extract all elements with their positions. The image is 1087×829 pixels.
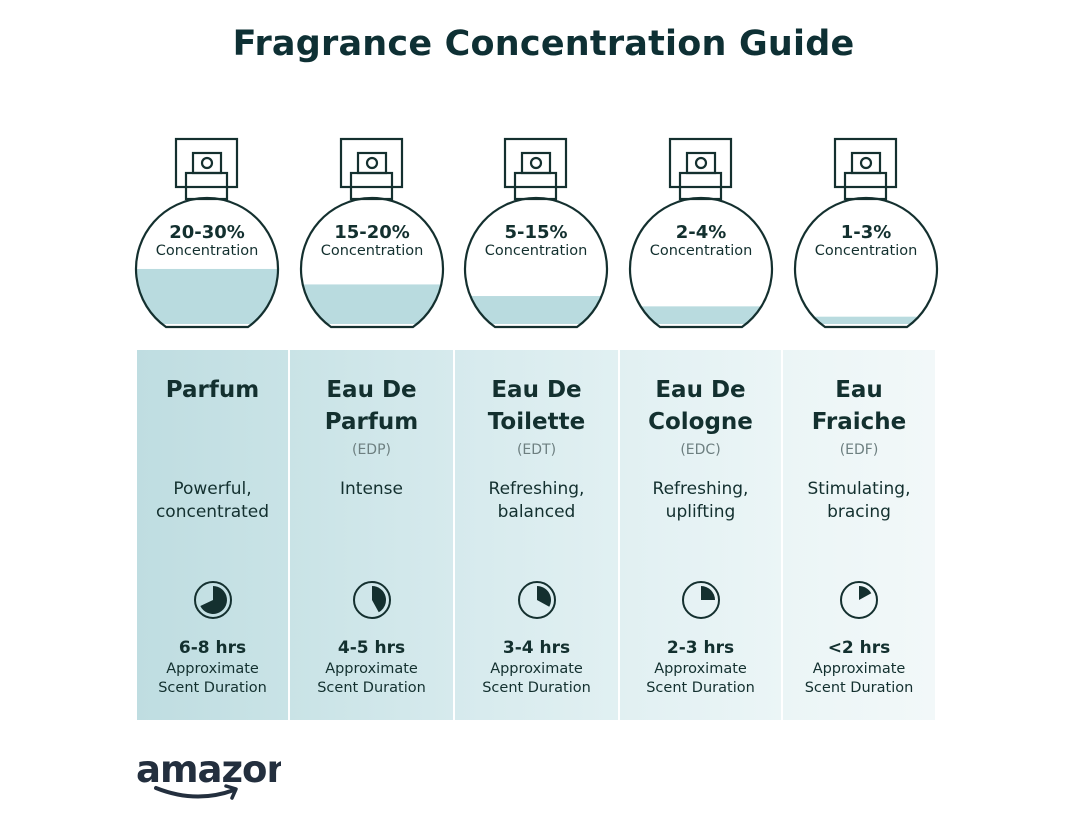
duration-value: <2 hrs	[827, 638, 891, 658]
duration-label-line: Approximate	[325, 661, 418, 677]
duration-label-line: Scent Duration	[317, 680, 426, 696]
clock-fill	[199, 586, 227, 614]
type-abbreviation: (EDF)	[839, 442, 879, 458]
description-line: uplifting	[665, 502, 736, 522]
column-eau-de-cologne: Eau De Cologne (EDC) Refreshing, uplifting…	[620, 350, 781, 720]
duration-label: Approximate Scent Duration	[290, 660, 453, 698]
clock-icon	[681, 581, 720, 619]
type-name-line: Eau	[835, 377, 883, 403]
duration-value: 6-8 hrs	[178, 638, 247, 658]
concentration-label: Concentration	[320, 243, 424, 259]
clock-icon	[193, 581, 232, 619]
column-parfum: Parfum Powerful, concentrated 6-8 hrs App…	[137, 350, 288, 720]
liquid-level	[301, 284, 443, 324]
clock-fill	[371, 586, 386, 613]
concentration-value: 1-3%	[840, 222, 892, 243]
clock-icon	[517, 581, 556, 619]
svg-text:amazon: amazon	[136, 748, 281, 791]
bottle	[134, 137, 280, 329]
concentration-value: 2-4%	[675, 222, 727, 243]
type-name: Eau De Parfum	[290, 374, 453, 438]
concentration-label: Concentration	[814, 243, 918, 259]
type-name-line: Cologne	[648, 409, 753, 435]
column-eau-fraiche: Eau Fraiche (EDF) Stimulating, bracing <2 …	[783, 350, 935, 720]
bottle-label: 15-20% Concentration	[297, 222, 447, 259]
clock-fill	[859, 586, 872, 600]
bottle	[463, 137, 609, 329]
concentration-label: Concentration	[484, 243, 588, 259]
bottle	[299, 137, 445, 329]
type-name: Parfum	[137, 374, 288, 406]
description-line: Intense	[339, 479, 403, 499]
column-eau-de-toilette: Eau De Toilette (EDT) Refreshing, balanced…	[455, 350, 618, 720]
duration-label: Approximate Scent Duration	[137, 660, 288, 698]
duration-label-line: Scent Duration	[804, 680, 914, 696]
type-name-line: Eau De	[655, 377, 746, 403]
description-line: Stimulating,	[807, 479, 911, 499]
bottles	[134, 137, 939, 329]
concentration-value: 15-20%	[334, 222, 410, 243]
type-name: Eau De Cologne	[620, 374, 781, 438]
description-line: Powerful,	[173, 479, 252, 499]
bottle	[628, 137, 774, 329]
description-line: balanced	[497, 502, 576, 522]
type-name-line: Toilette	[487, 409, 586, 435]
liquid-level	[136, 268, 278, 324]
type-name: Eau De Toilette	[455, 374, 618, 438]
duration-label: Approximate Scent Duration	[620, 660, 781, 698]
concentration-value: 20-30%	[169, 222, 245, 243]
duration-label-line: Approximate	[812, 661, 906, 677]
description-line: concentrated	[155, 502, 270, 522]
type-name-line: Eau De	[326, 377, 417, 403]
type-name-line: Parfum	[165, 377, 260, 403]
duration-value: 3-4 hrs	[502, 638, 571, 658]
duration-value: 4-5 hrs	[337, 638, 406, 658]
clock-icon	[352, 581, 391, 619]
bottle	[793, 137, 939, 329]
page-title: Fragrance Concentration Guide	[232, 24, 855, 64]
clock-fill	[700, 586, 715, 600]
clock-fill	[536, 586, 551, 607]
duration-label: Approximate Scent Duration	[455, 660, 618, 698]
bottle-label: 2-4% Concentration	[626, 222, 776, 259]
type-name-line: Parfum	[324, 409, 419, 435]
description-line: Refreshing,	[652, 479, 749, 499]
type-name-line: Fraiche	[811, 409, 907, 435]
duration-label: Approximate Scent Duration	[783, 660, 935, 698]
type-description: Refreshing, balanced	[455, 478, 618, 524]
liquid-level	[630, 306, 772, 324]
bottle-label: 5-15% Concentration	[461, 222, 611, 259]
column-eau-de-parfum: Eau De Parfum (EDP) Intense 4-5 hrs Appro…	[290, 350, 453, 720]
description-line: bracing	[827, 502, 891, 522]
duration-label-line: Scent Duration	[482, 680, 591, 696]
clock-icon	[840, 581, 878, 619]
liquid-level	[465, 296, 607, 324]
duration-label-line: Approximate	[490, 661, 583, 677]
description-line: Refreshing,	[488, 479, 585, 499]
duration-label-line: Scent Duration	[158, 680, 267, 696]
type-abbreviation: (EDP)	[352, 442, 391, 458]
type-description: Refreshing, uplifting	[620, 478, 781, 524]
liquid-level	[795, 316, 937, 324]
type-description: Intense	[290, 478, 453, 501]
type-abbreviation: (EDT)	[516, 442, 557, 458]
concentration-value: 5-15%	[504, 222, 568, 243]
type-name: Eau Fraiche	[783, 374, 935, 438]
bottle-label: 1-3% Concentration	[791, 222, 941, 259]
duration-label-line: Approximate	[654, 661, 747, 677]
type-name-line: Eau De	[491, 377, 582, 403]
bottle-label: 20-30% Concentration	[132, 222, 282, 259]
concentration-label: Concentration	[155, 243, 259, 259]
concentration-label: Concentration	[649, 243, 753, 259]
type-abbreviation: (EDC)	[680, 442, 721, 458]
duration-label-line: Approximate	[166, 661, 259, 677]
amazon-logo: amazon	[136, 748, 293, 807]
type-description: Stimulating, bracing	[783, 478, 935, 524]
duration-value: 2-3 hrs	[666, 638, 735, 658]
duration-label-line: Scent Duration	[646, 680, 755, 696]
type-description: Powerful, concentrated	[137, 478, 288, 524]
